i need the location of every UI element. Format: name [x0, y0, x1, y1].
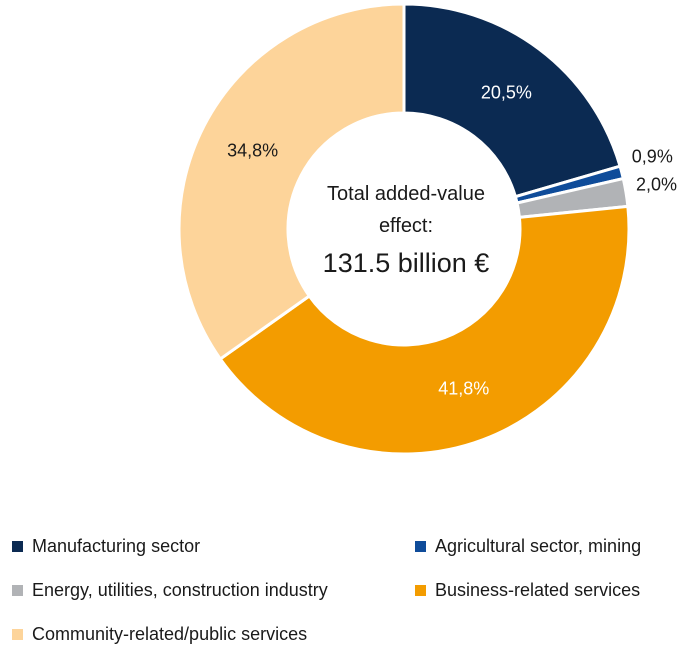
slice-manufacturing: [402, 2, 622, 199]
legend-label-manufacturing: Manufacturing sector: [32, 535, 201, 556]
legend-swatch-business: [415, 584, 426, 596]
legend-item-manufacturing: Manufacturing sector: [12, 534, 200, 558]
slice-label-energy: 2,0%: [636, 174, 677, 194]
legend-label-business: Business-related services: [435, 579, 641, 600]
slice-labels: 20,5% 0,9% 2,0% 41,8% 34,8%: [227, 83, 677, 399]
donut-slices: [177, 2, 631, 456]
slice-label-manufacturing: 20,5%: [481, 83, 532, 103]
center-label-total: 131.5 billion €: [323, 248, 490, 278]
center-label: Total added-value effect: 131.5 billion …: [323, 183, 490, 278]
legend-swatch-manufacturing: [12, 540, 23, 552]
legend-item-community: Community-related/public services: [12, 622, 307, 646]
donut-chart: 20,5% 0,9% 2,0% 41,8% 34,8% Total added-valu…: [177, 2, 677, 456]
legend-swatch-energy: [12, 584, 23, 596]
legend-item-agricultural: Agricultural sector, mining: [415, 534, 641, 558]
slice-label-business: 41,8%: [438, 379, 489, 399]
legend-swatch-agricultural: [415, 540, 426, 552]
legend-swatch-community: [12, 628, 23, 640]
slice-label-agricultural: 0,9%: [632, 146, 673, 166]
slice-community: [177, 2, 406, 362]
legend-item-business: Business-related services: [415, 578, 640, 602]
center-label-line1: Total added-value: [327, 183, 485, 205]
slice-business: [218, 204, 631, 456]
legend-label-community: Community-related/public services: [32, 623, 308, 644]
slice-label-community: 34,8%: [227, 141, 278, 161]
center-label-line2: effect:: [379, 215, 433, 237]
legend-label-energy: Energy, utilities, construction industry: [32, 579, 328, 600]
legend-label-agricultural: Agricultural sector, mining: [435, 535, 642, 556]
legend-item-energy: Energy, utilities, construction industry: [12, 578, 328, 602]
